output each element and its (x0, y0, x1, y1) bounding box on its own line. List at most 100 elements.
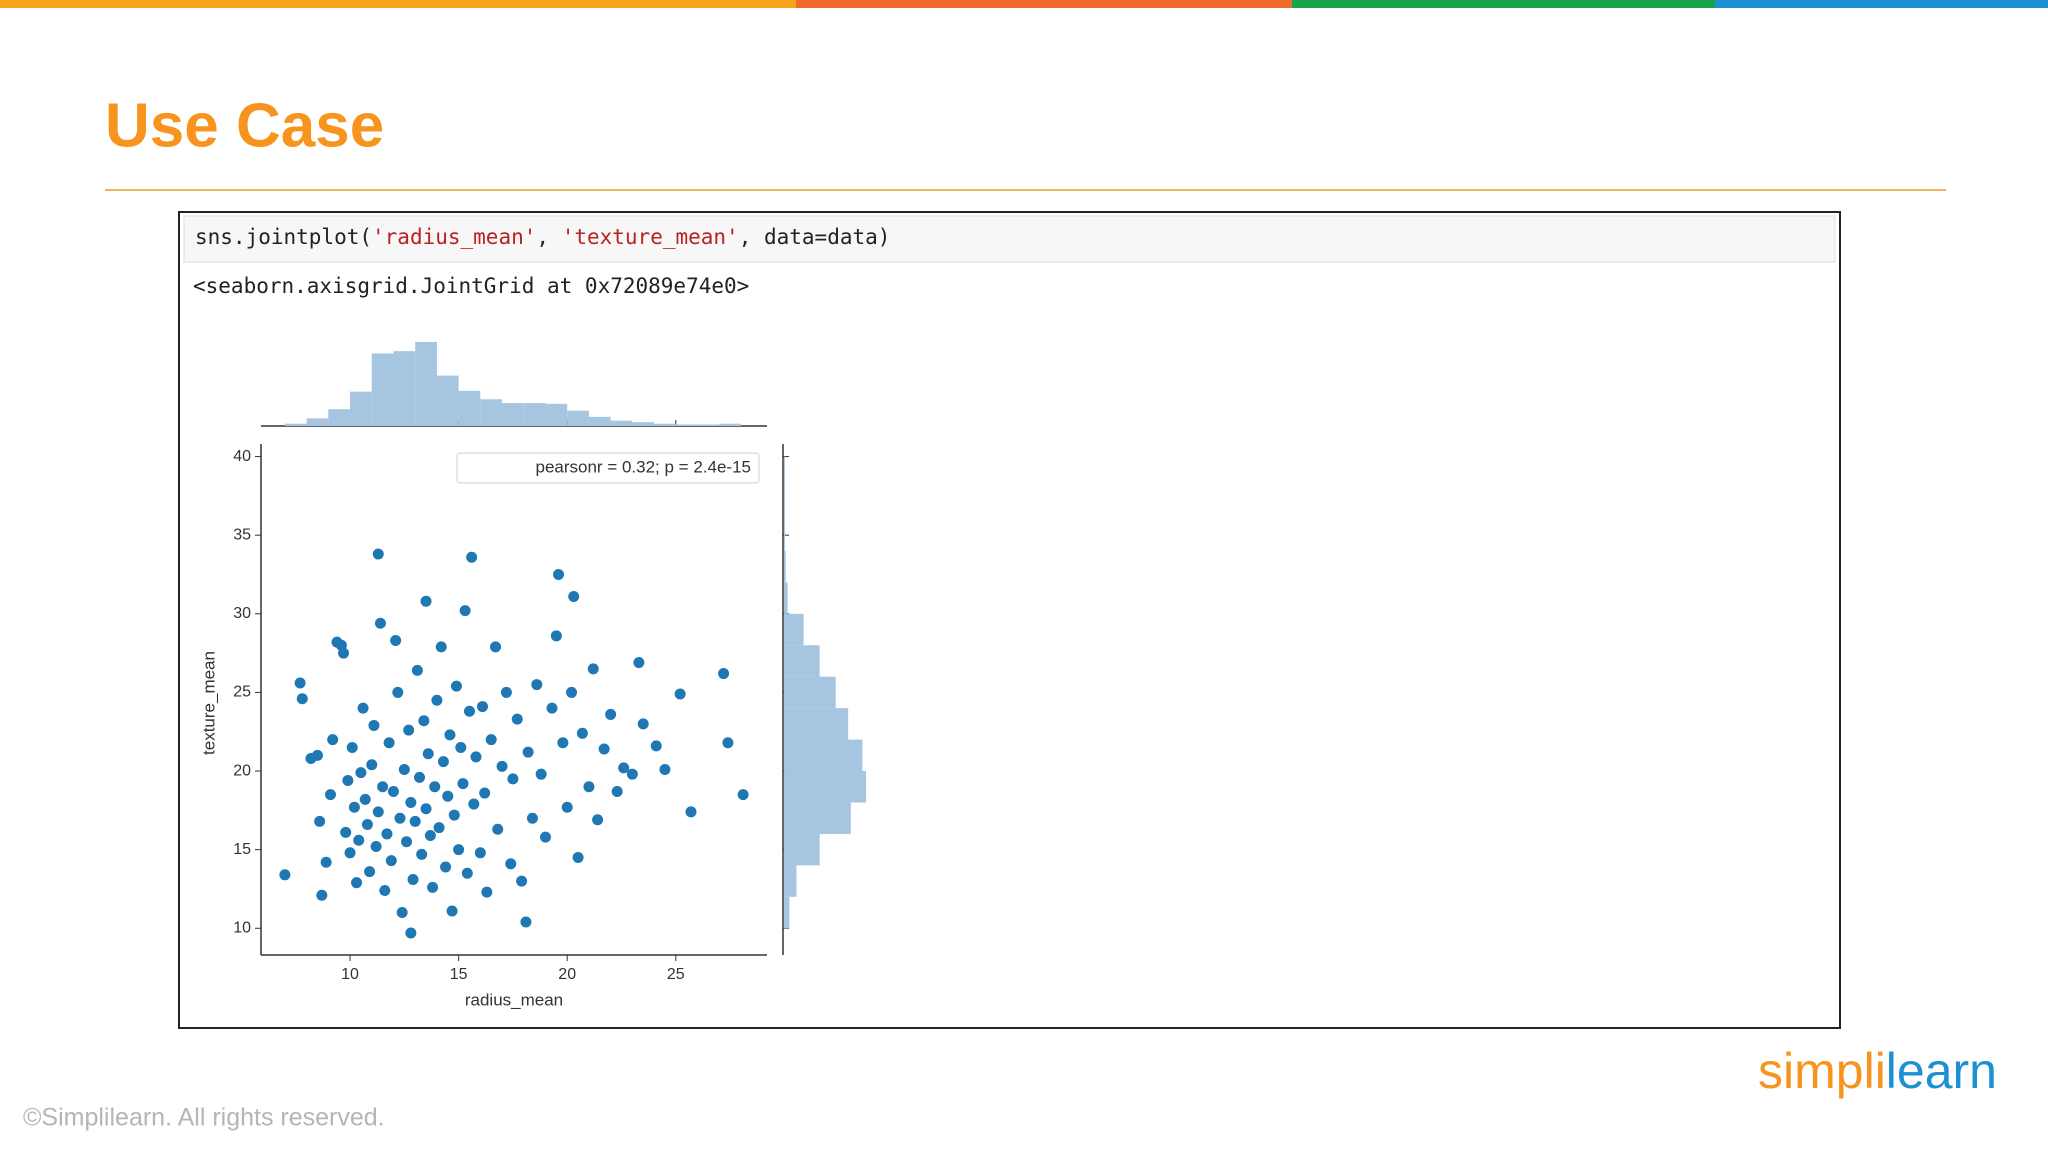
scatter-point (372, 548, 384, 560)
annotation-box (456, 452, 760, 484)
scatter-point (459, 605, 471, 617)
scatter-point (379, 885, 391, 897)
scatter-point (435, 641, 447, 653)
scatter-point (392, 686, 404, 698)
scatter-point (448, 809, 460, 821)
scatter-point (316, 889, 328, 901)
code-string: 'radius_mean' (372, 225, 536, 249)
x-tick-label: 25 (667, 966, 685, 983)
histogram-bar (480, 399, 503, 426)
scatter-point (516, 875, 528, 887)
histogram-bar (784, 550, 786, 583)
histogram-bar (328, 409, 351, 426)
histogram-bar (393, 351, 416, 426)
histogram-bar (545, 403, 568, 426)
scatter-point (553, 569, 565, 581)
scatter-point (294, 677, 306, 689)
scatter-point (427, 881, 439, 893)
histogram-bar (284, 423, 307, 426)
scatter-point (526, 812, 538, 824)
scatter-point (405, 927, 417, 939)
scatter-point (598, 743, 610, 755)
histogram-bar (697, 424, 720, 426)
scatter-point (357, 702, 369, 714)
scatter-point (355, 767, 367, 779)
scatter-point (457, 778, 469, 790)
scatter-point (416, 848, 428, 860)
scatter-point (342, 774, 354, 786)
scatter-point (470, 751, 482, 763)
scatter-point (364, 866, 376, 878)
jointplot: 10 15 20 25 10 15 20 25 30 35 40 radius_mean texture… (199, 342, 866, 1009)
scatter-point (453, 844, 465, 856)
scatter-point (361, 818, 373, 830)
x-tick-label: 15 (450, 966, 468, 983)
scatter-point (507, 773, 519, 785)
y-tick-label: 20 (233, 762, 251, 779)
scatter-point (405, 796, 417, 808)
histogram-bar (784, 645, 820, 677)
scatter-point (383, 737, 395, 749)
scatter-point (411, 664, 423, 676)
histogram-bar (523, 403, 546, 426)
top-bar (1715, 0, 2048, 8)
scatter-point (605, 708, 617, 720)
histogram-bar (588, 416, 611, 426)
y-tick-label: 15 (233, 841, 251, 858)
scatter-point (450, 680, 462, 692)
scatter-point (550, 630, 562, 642)
scatter-point (587, 663, 599, 675)
scatter-point (722, 737, 734, 749)
scatter-point (442, 790, 454, 802)
histogram-bar (784, 865, 797, 897)
scatter-point (396, 907, 408, 919)
scatter-point (477, 701, 489, 713)
histogram-bar (784, 708, 849, 740)
top-bar (1292, 0, 1715, 8)
y-tick-label: 25 (233, 684, 251, 701)
scatter-point (546, 702, 558, 714)
y-tick-label: 40 (233, 448, 251, 465)
histogram-bar (654, 423, 676, 426)
scatter-point (611, 785, 623, 797)
code-string: 'texture_mean' (562, 225, 739, 249)
scatter-point (279, 869, 291, 881)
histogram-bar (784, 519, 785, 551)
scatter-point (522, 746, 534, 758)
scatter-point (685, 806, 697, 818)
histogram-bar (784, 833, 820, 866)
histogram-bar (784, 739, 863, 772)
histogram-bar (675, 424, 698, 426)
scatter-point (422, 748, 434, 760)
x-axis-label: radius_mean (465, 990, 563, 1009)
scatter-point (463, 705, 475, 717)
scatter-point (346, 741, 358, 753)
scatter-point (385, 855, 397, 867)
scatter-point (394, 812, 406, 824)
scatter-point (535, 768, 547, 780)
scatter-point (674, 688, 686, 700)
scatter-point (466, 551, 478, 563)
scatter-point (520, 916, 532, 928)
code-cell (183, 215, 1836, 263)
scatter-point (446, 905, 458, 917)
scatter-point (474, 847, 486, 859)
scatter-point (479, 787, 491, 799)
scatter-point (348, 801, 360, 813)
scatter-point (296, 693, 308, 705)
histogram-bar (719, 423, 741, 426)
cell-output: <seaborn.axisgrid.JointGrid at 0x72089e7… (193, 274, 749, 298)
histogram-bar (415, 342, 437, 426)
scatter-point (572, 852, 584, 864)
histogram-bar (784, 802, 851, 834)
annotation: pearsonr = 0.32; p = 2.4e-15 (536, 457, 752, 476)
scatter-point (557, 737, 569, 749)
scatter-point (420, 595, 432, 607)
scatter-point (531, 679, 543, 691)
histogram-bar (610, 420, 633, 426)
y-tick-label: 10 (233, 919, 251, 936)
scatter-point (420, 803, 432, 815)
histogram-bar (784, 771, 866, 803)
scatter-point (377, 781, 389, 793)
